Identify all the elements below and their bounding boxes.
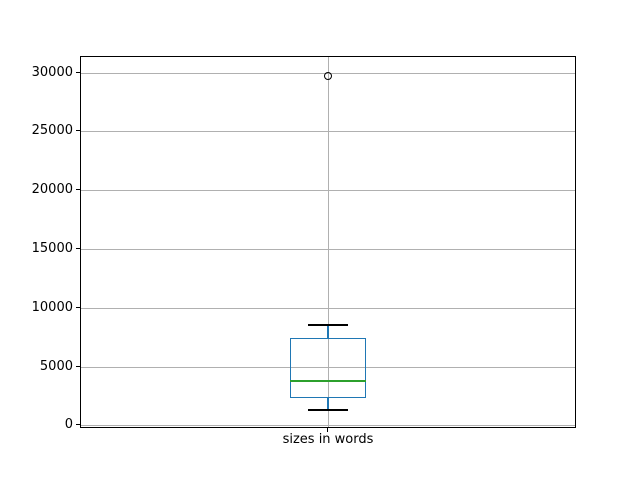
- y-tick-mark: [76, 424, 80, 426]
- upper-cap: [308, 324, 348, 326]
- y-tick-label: 20000: [31, 182, 73, 198]
- y-tick-label: 25000: [31, 123, 73, 139]
- y-tick-mark: [76, 306, 80, 308]
- y-tick-label: 5000: [39, 358, 73, 374]
- outlier-marker: [324, 71, 332, 80]
- y-tick-mark: [76, 247, 80, 249]
- median-line: [290, 380, 366, 382]
- x-tick-label: sizes in words: [282, 432, 374, 447]
- plot-area: [80, 56, 576, 428]
- x-gridline: [327, 57, 329, 427]
- iqr-box: [290, 338, 366, 399]
- y-tick-label: 30000: [31, 64, 73, 80]
- y-tick-mark: [76, 365, 80, 367]
- y-tick-label: 0: [64, 417, 73, 433]
- lower-cap: [308, 409, 348, 411]
- y-tick-label: 15000: [31, 240, 73, 256]
- y-tick-mark: [76, 189, 80, 191]
- lower-whisker: [327, 398, 329, 410]
- upper-whisker: [327, 325, 329, 339]
- y-tick-label: 10000: [31, 299, 73, 315]
- y-tick-mark: [76, 71, 80, 73]
- x-tick-mark: [326, 428, 328, 432]
- y-tick-mark: [76, 130, 80, 132]
